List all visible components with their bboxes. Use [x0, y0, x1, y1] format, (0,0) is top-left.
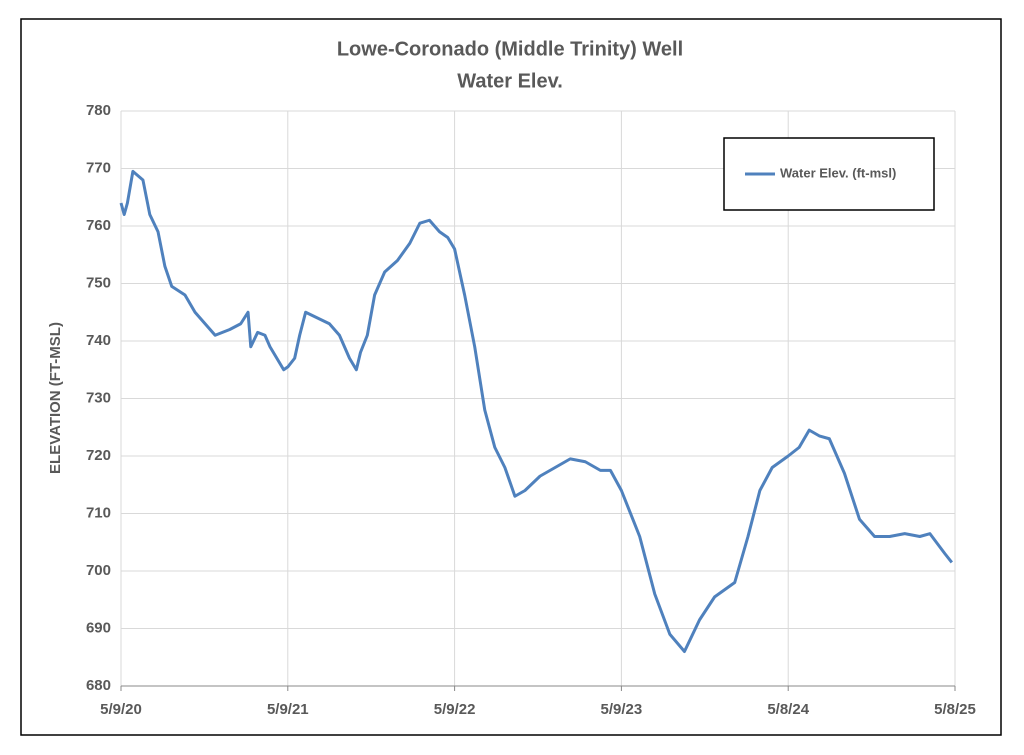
- y-tick-label: 680: [86, 677, 111, 694]
- x-tick-label: 5/8/25: [934, 701, 976, 718]
- y-tick-label: 780: [86, 102, 111, 119]
- x-tick-label: 5/9/21: [267, 701, 309, 718]
- x-tick-label: 5/9/23: [601, 701, 643, 718]
- chart-title: Lowe-Coronado (Middle Trinity) Well: [337, 38, 683, 60]
- chart-border: [20, 18, 1002, 736]
- x-tick-label: 5/8/24: [767, 701, 809, 718]
- y-tick-label: 730: [86, 389, 111, 406]
- y-tick-label: 750: [86, 274, 111, 291]
- y-axis-label: ELEVATION (FT-MSL): [47, 322, 64, 474]
- y-tick-label: 700: [86, 562, 111, 579]
- y-tick-label: 690: [86, 619, 111, 636]
- x-tick-label: 5/9/20: [100, 701, 142, 718]
- legend-label: Water Elev. (ft-msl): [780, 165, 896, 180]
- x-tick-label: 5/9/22: [434, 701, 476, 718]
- y-tick-label: 740: [86, 332, 111, 349]
- y-tick-label: 720: [86, 447, 111, 464]
- data-line: [119, 169, 953, 653]
- y-tick-label: 760: [86, 217, 111, 234]
- y-tick-label: 710: [86, 504, 111, 521]
- y-tick-label: 770: [86, 159, 111, 176]
- chart-subtitle: Water Elev.: [457, 70, 563, 92]
